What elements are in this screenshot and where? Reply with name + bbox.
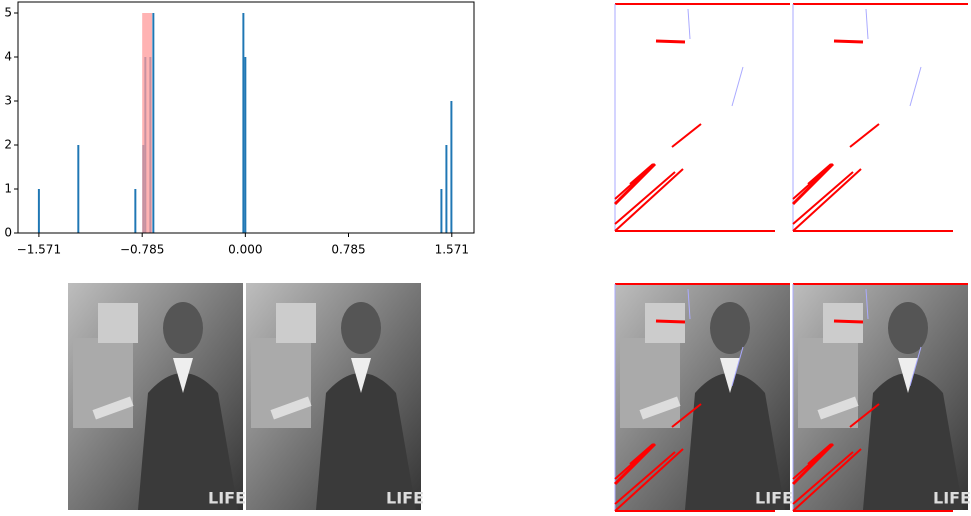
bar	[445, 145, 448, 233]
histogram: 0 1 2 3 4 5 −1.571 −0.785 0.000 0.785 1.571	[4, 1, 475, 257]
bar	[142, 13, 153, 233]
bar	[37, 189, 40, 233]
y-tick-label: 0	[4, 226, 12, 240]
bar	[244, 57, 247, 233]
line-panels	[613, 2, 970, 233]
bar	[134, 189, 137, 233]
x-tick-label: 1.571	[435, 243, 469, 257]
bar	[450, 101, 453, 233]
bar	[440, 189, 443, 233]
y-tick-label: 2	[4, 138, 12, 152]
y-tick-label: 4	[4, 50, 12, 64]
x-tick-label: 0.785	[331, 243, 365, 257]
x-tick-label: −0.785	[120, 243, 164, 257]
photos	[68, 282, 971, 513]
bar	[77, 145, 80, 233]
bar	[242, 13, 245, 233]
y-tick-label: 5	[4, 6, 12, 20]
x-tick-label: 0.000	[228, 243, 262, 257]
bar	[152, 13, 155, 233]
y-tick-label: 1	[4, 182, 12, 196]
axes-frame	[17, 1, 475, 234]
y-tick-label: 3	[4, 94, 12, 108]
x-tick-label: −1.571	[17, 243, 61, 257]
